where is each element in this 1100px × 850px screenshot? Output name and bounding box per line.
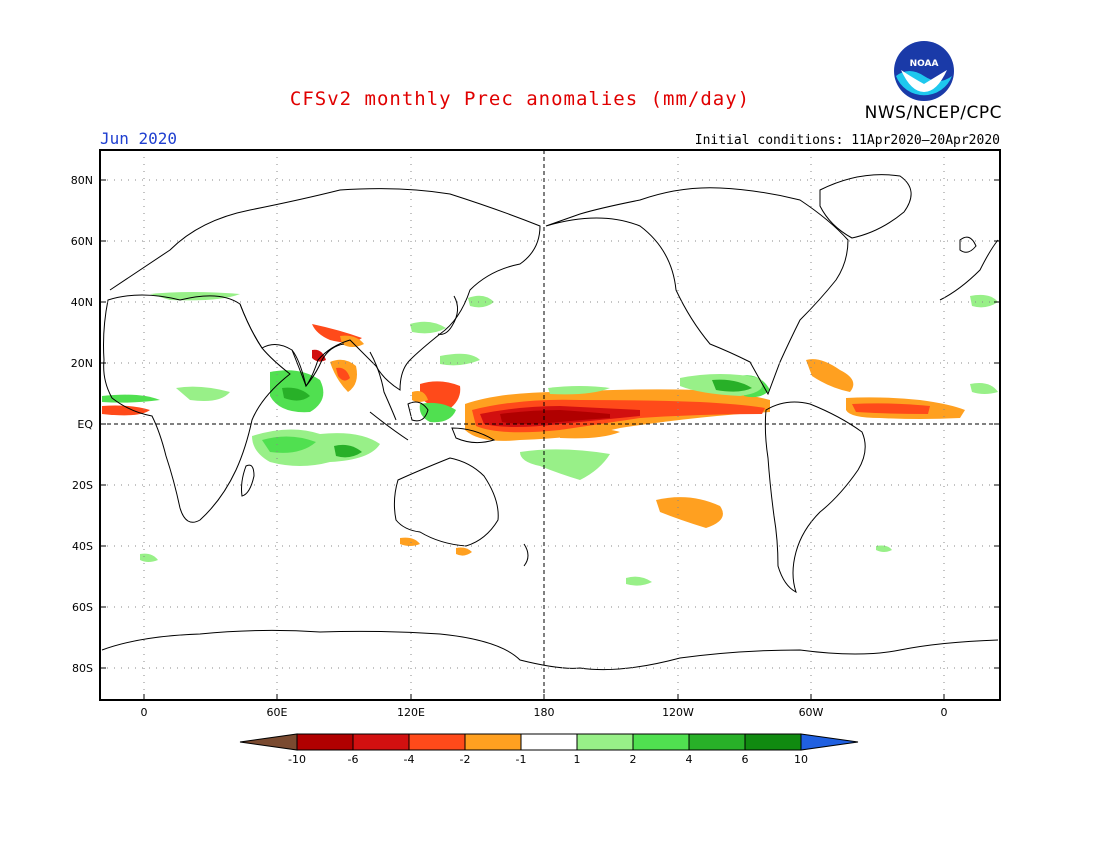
colorbar-label: 10 xyxy=(794,753,808,766)
lon-label: 0 xyxy=(141,706,148,719)
indian-ocean-anomaly-south-dark xyxy=(334,444,362,458)
pacific-anomaly-south-orange xyxy=(560,428,620,439)
australia-coast xyxy=(393,457,499,547)
south-atlantic-green xyxy=(876,545,892,552)
lon-label: 120W xyxy=(662,706,694,719)
gulf-of-guinea-anomaly xyxy=(102,405,150,416)
graticule xyxy=(100,150,1000,700)
antarctica-coast xyxy=(101,629,999,671)
australia-orange xyxy=(400,537,420,546)
lat-label: 20N xyxy=(71,357,93,370)
noaa-logo: NOAA xyxy=(894,41,954,101)
japan-coast xyxy=(437,295,458,335)
axis-ticks xyxy=(100,179,1000,700)
colorbar-label: 2 xyxy=(630,753,637,766)
lat-label: 60N xyxy=(71,235,93,248)
lon-label: 120E xyxy=(397,706,425,719)
central-pacific-green xyxy=(548,386,610,395)
maritime-continent-green xyxy=(419,402,456,423)
greenland-coast xyxy=(819,174,912,239)
south-africa-green xyxy=(140,553,158,562)
colorbar-cell xyxy=(408,733,466,751)
indian-ocean-anomaly-south-mid xyxy=(262,436,316,453)
colorbar-cell xyxy=(576,733,634,751)
madagascar-coast xyxy=(241,464,255,497)
lat-label: 80N xyxy=(71,174,93,187)
colorbar-cell xyxy=(744,733,802,751)
europe-west-coast xyxy=(939,239,999,301)
south-america-coast xyxy=(764,401,866,593)
noaa-logo-text: NOAA xyxy=(910,59,939,69)
tasman-orange xyxy=(456,547,472,556)
latitude-labels: 80N 60N 40N 20N EQ 20S 40S 60S 80S xyxy=(71,174,94,675)
agency-label: NWS/NCEP/CPC xyxy=(864,103,1002,123)
colorbar-cell xyxy=(632,733,690,751)
map-title-text: CFSv2 monthly Prec anomalies (mm/day) xyxy=(289,88,751,110)
west-pacific-green xyxy=(440,353,480,366)
colorbar-arrow-high xyxy=(800,733,859,751)
lat-label: 20S xyxy=(72,479,93,492)
longitude-labels: 0 60E 120E 180 120W 60W 0 xyxy=(141,706,948,719)
colorbar-cell xyxy=(464,733,522,751)
lon-label: 0 xyxy=(941,706,948,719)
africa-equator-green xyxy=(176,386,230,401)
colorbar-arrow-low xyxy=(239,733,298,751)
atlantic-green-east xyxy=(970,383,998,394)
colorbar-label: 1 xyxy=(574,753,581,766)
lat-label: 40S xyxy=(72,540,93,553)
colorbar-labels: -10 -6 -4 -2 -1 1 2 4 6 10 xyxy=(288,753,808,766)
map-frame xyxy=(99,149,1001,701)
colorbar-cell xyxy=(352,733,410,751)
sumatra-coast xyxy=(369,411,409,441)
southern-ocean-green xyxy=(626,576,652,586)
map-title: CFSv2 monthly Prec anomalies (mm/day) xyxy=(0,88,1100,110)
lon-label: 60W xyxy=(799,706,824,719)
new-zealand-coast xyxy=(523,543,529,567)
bay-of-bengal-anomaly-red xyxy=(336,367,350,381)
india-coast xyxy=(291,343,345,388)
borneo-coast xyxy=(407,401,429,422)
north-america-coast xyxy=(545,187,849,396)
lat-label: 40N xyxy=(71,296,93,309)
colorbar-label: 4 xyxy=(686,753,693,766)
indochina-coast xyxy=(369,351,397,421)
pacific-anomaly-darkred xyxy=(500,410,610,424)
west-africa-anomaly-green xyxy=(102,394,160,403)
north-atlantic-green xyxy=(970,294,998,308)
colorbar-label: -4 xyxy=(404,753,415,766)
south-pacific-orange xyxy=(656,497,723,528)
lat-label: EQ xyxy=(77,418,93,431)
lon-label: 60E xyxy=(267,706,288,719)
colorbar-cell xyxy=(688,733,746,751)
lat-label: 80S xyxy=(72,662,93,675)
south-pacific-green xyxy=(520,449,610,480)
new-guinea-coast xyxy=(451,427,496,444)
coastlines xyxy=(101,174,999,671)
uk-coast xyxy=(959,236,977,253)
east-asia-green xyxy=(468,295,494,308)
lat-label: 60S xyxy=(72,601,93,614)
japan-green xyxy=(410,321,446,334)
initial-conditions-label: Initial conditions: 11Apr2020–20Apr2020 xyxy=(694,133,1000,148)
indian-ocean-anomaly-north-dark xyxy=(282,387,310,401)
colorbar-label: -2 xyxy=(460,753,471,766)
colorbar-label: -6 xyxy=(348,753,359,766)
colorbar-label: 6 xyxy=(742,753,749,766)
colorbar-cell xyxy=(520,733,578,751)
colorbar-cell xyxy=(296,733,354,751)
colorbar-label: -10 xyxy=(288,753,306,766)
india-west-anomaly xyxy=(312,349,326,362)
caribbean-anomaly-orange xyxy=(806,359,854,392)
anomaly-fields xyxy=(102,292,998,586)
philippine-sea-anomaly-orange xyxy=(412,391,428,402)
caribbean-anomaly-darkgreen xyxy=(712,379,752,392)
lon-label: 180 xyxy=(534,706,555,719)
colorbar-label: -1 xyxy=(516,753,527,766)
philippine-sea-anomaly xyxy=(420,381,461,410)
colorbar xyxy=(239,733,859,751)
valid-month-label: Jun 2020 xyxy=(100,129,178,148)
atlantic-anomaly-redorange xyxy=(852,403,930,414)
